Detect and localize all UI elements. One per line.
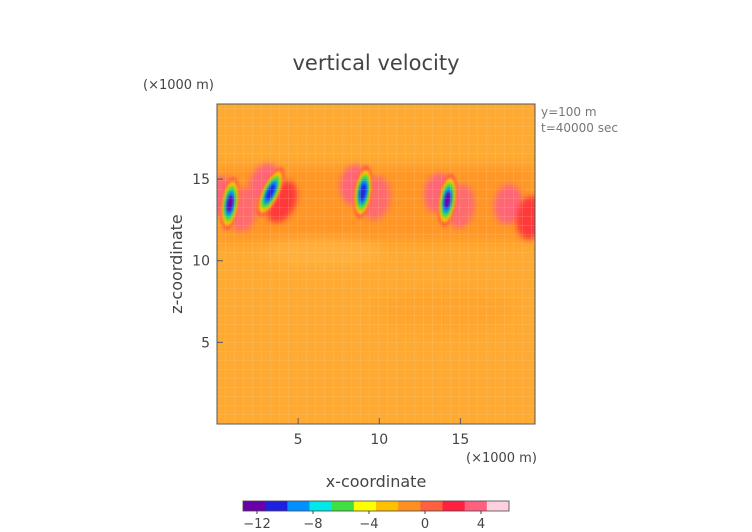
x-tick-label: 15 [451, 432, 469, 448]
x-tick-label: 5 [294, 432, 303, 448]
x-tick-label: 10 [370, 432, 388, 448]
x-axis: 5 10 15 [294, 418, 469, 448]
colorbar-segment [353, 501, 377, 511]
colorbar-tick-label: −8 [303, 517, 322, 532]
colorbar-segment [309, 501, 333, 511]
colorbar-segment [287, 501, 310, 511]
colorbar-tick-label: 4 [477, 517, 485, 532]
colorbar-segment [331, 501, 355, 511]
plot-frame [216, 103, 536, 425]
colorbar-segment [376, 501, 399, 511]
y-tick-label: 5 [201, 335, 210, 351]
x-axis-label: x-coordinate [326, 472, 427, 491]
colorbar-frame [242, 500, 510, 512]
y-tick-label: 10 [192, 254, 210, 270]
annotation-t: t=40000 sec [541, 121, 618, 135]
colorbar-segment [486, 501, 510, 511]
y-tick-label: 15 [192, 172, 210, 188]
colorbar-segment [442, 501, 466, 511]
y-unit-label: (×1000 m) [143, 78, 214, 93]
x-unit-label: (×1000 m) [466, 451, 537, 466]
colorbar-segment [398, 501, 421, 511]
colorbar-tick-label: −4 [359, 517, 378, 532]
grid-overlay [217, 104, 535, 424]
colorbar-tick-label: −12 [243, 517, 270, 532]
y-axis-label: z-coordinate [167, 214, 186, 314]
colorbar-segment [464, 501, 488, 511]
colorbar-tick-label: 0 [421, 517, 429, 532]
colorbar: −12 −8 −4 0 4 [242, 500, 510, 532]
colorbar-segment [265, 501, 288, 511]
chart-title: vertical velocity [292, 51, 459, 75]
colorbar-segment [243, 501, 266, 511]
y-axis: 5 10 15 [192, 172, 223, 351]
heatmap-field [217, 104, 535, 424]
colorbar-segment [420, 501, 443, 511]
annotation-y: y=100 m [541, 105, 597, 119]
